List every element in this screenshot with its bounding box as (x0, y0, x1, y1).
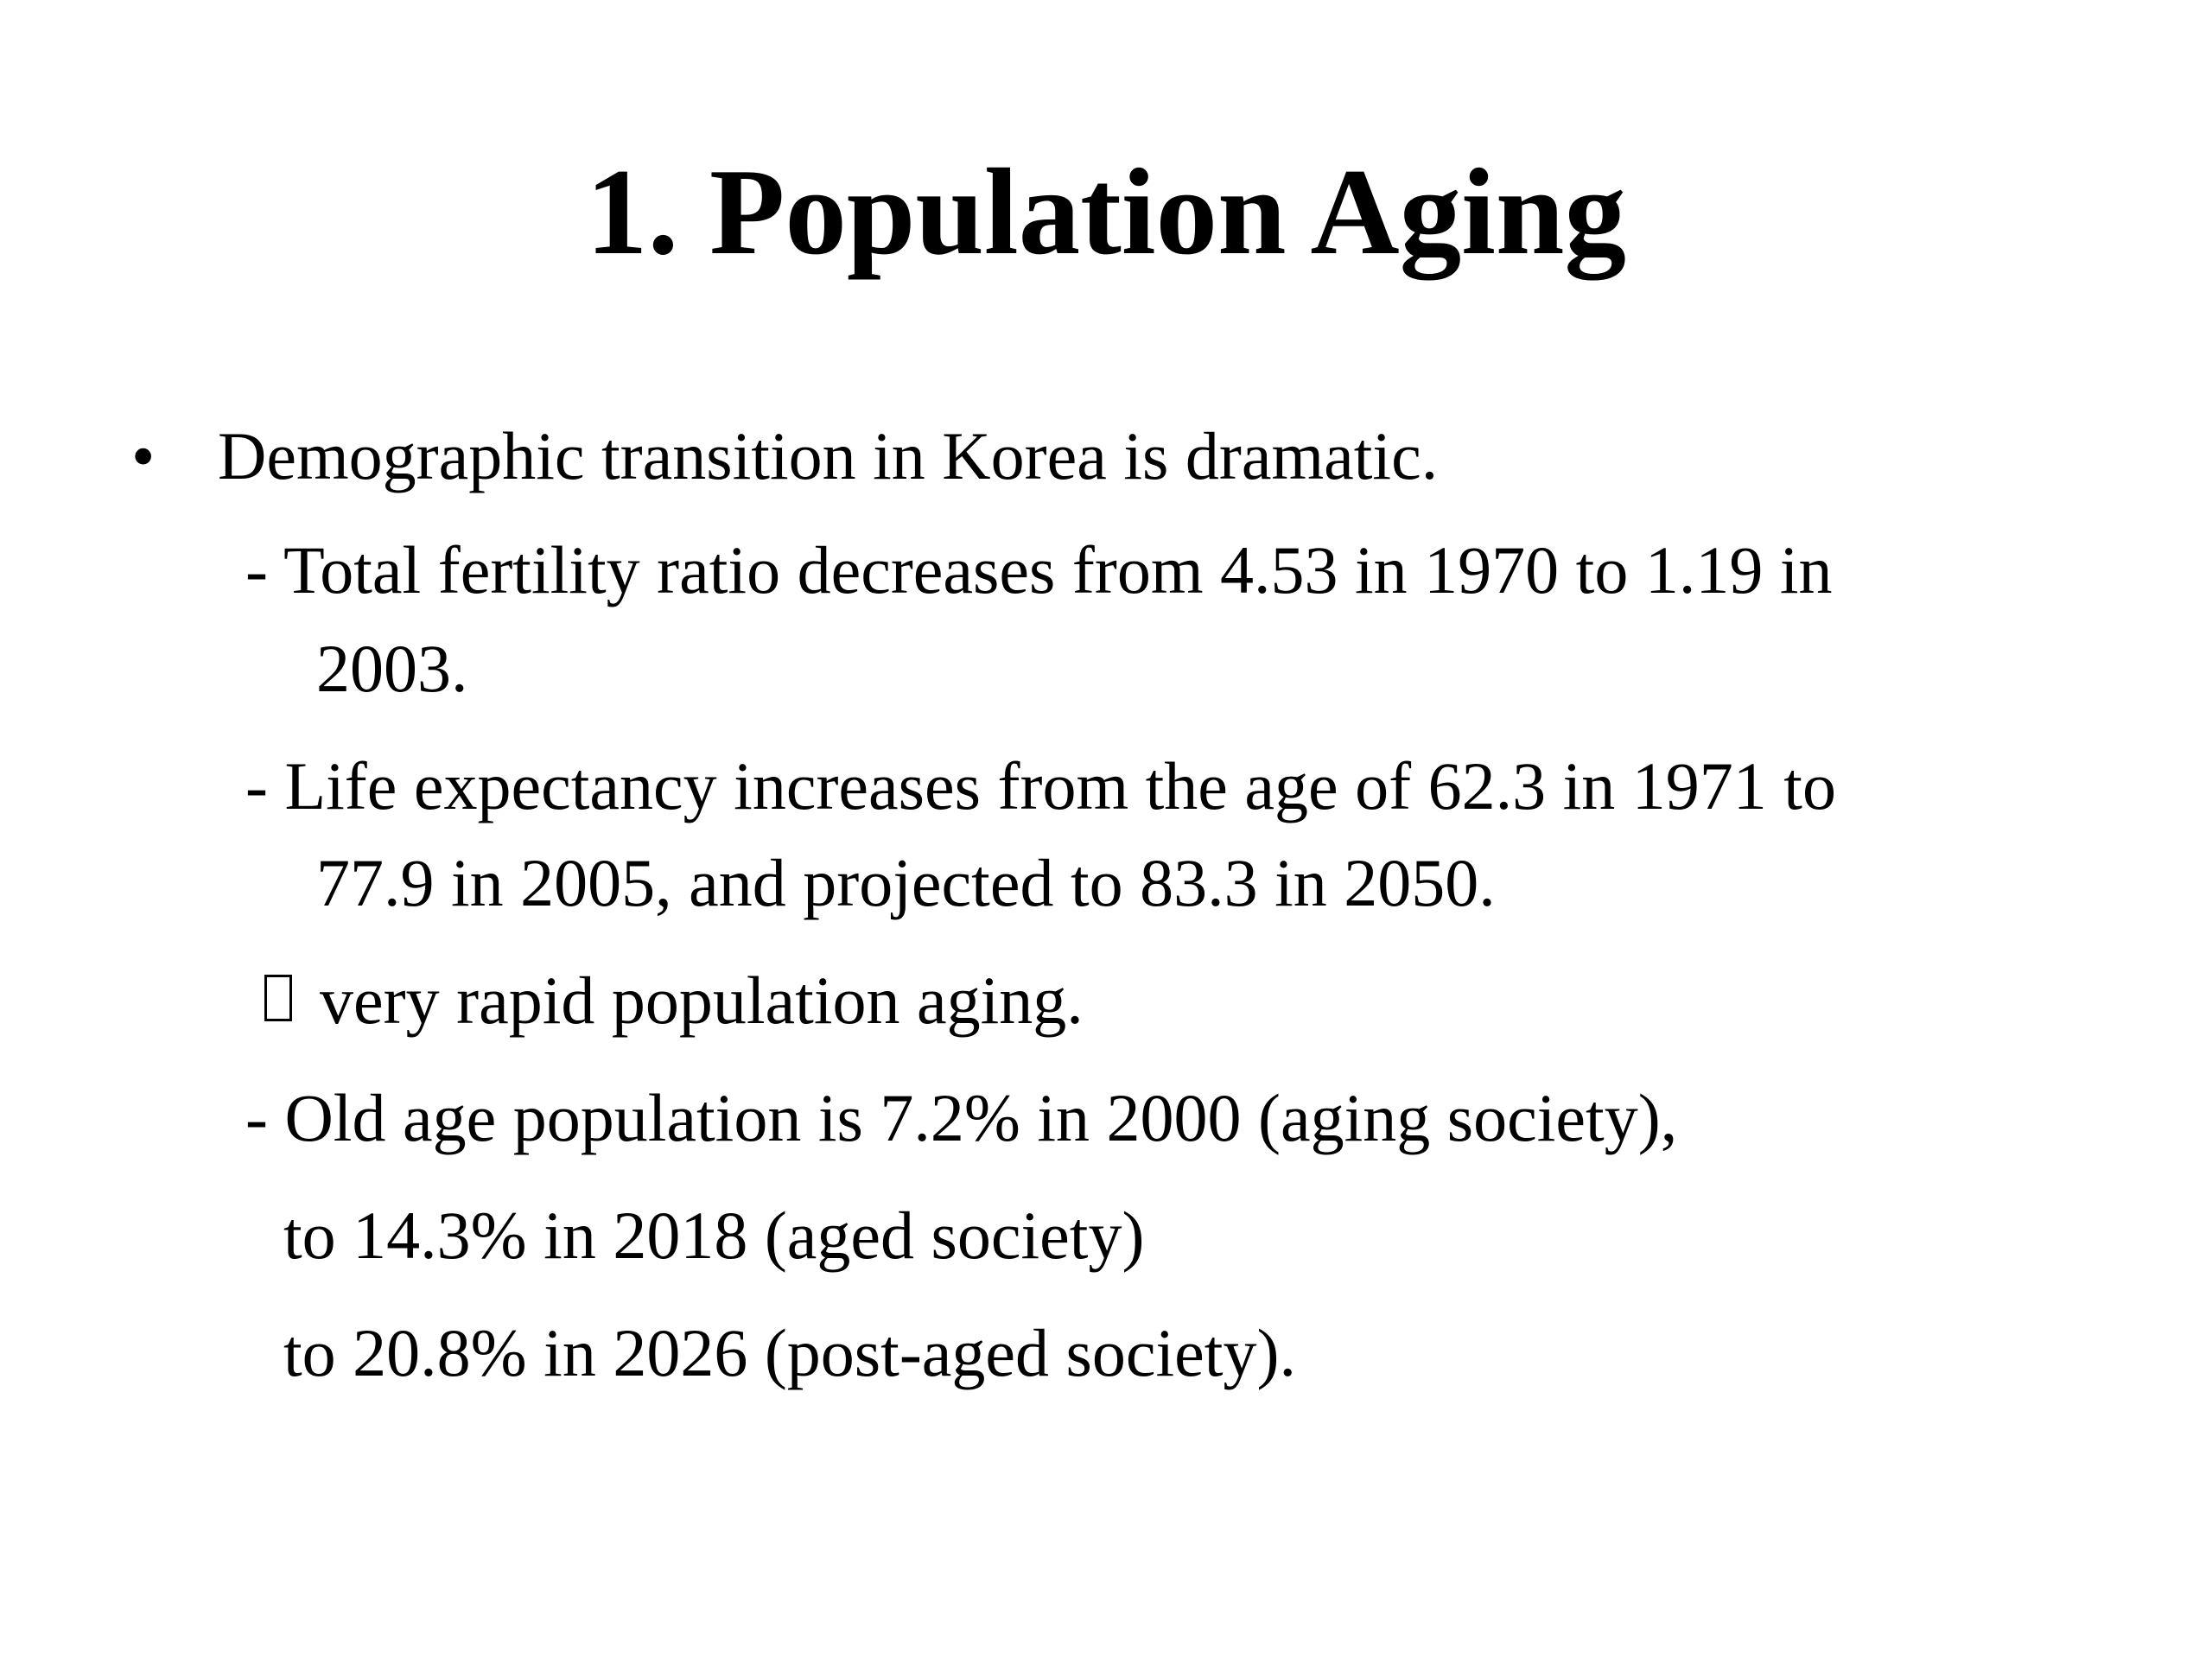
missing-glyph-arrow-icon (264, 975, 292, 1021)
old-age-line-3: to 20.8% in 2026 (post-aged society). (283, 1315, 1296, 1390)
old-age-line-2: to 14.3% in 2018 (aged society) (283, 1198, 1145, 1273)
bullet-dot: • (131, 418, 156, 493)
aging-conclusion: very rapid population aging. (320, 963, 1084, 1038)
old-age-line-1: - Old age population is 7.2% in 2000 (ag… (245, 1080, 1678, 1155)
fertility-line-1: - Total fertility ratio decreases from 4… (245, 532, 1833, 607)
life-expectancy-line-2: 77.9 in 2005, and projected to 83.3 in 2… (316, 845, 1496, 920)
slide-title: 1. Population Aging (586, 143, 1626, 280)
bullet-demographic-transition: Demographic transition in Korea is drama… (218, 418, 1439, 493)
life-expectancy-line-1: - Life expectancy increases from the age… (245, 748, 1836, 823)
fertility-line-2: 2003. (316, 631, 468, 706)
